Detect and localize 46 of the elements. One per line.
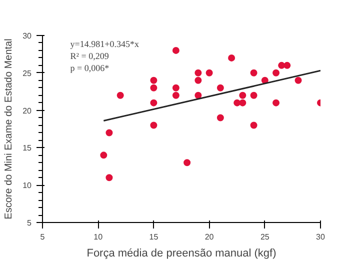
point	[194, 92, 202, 99]
y-tick-label: 25	[22, 68, 32, 78]
point	[278, 62, 286, 69]
point	[250, 69, 258, 76]
annotation: p = 0,006*	[70, 63, 110, 74]
point	[150, 84, 158, 92]
x-tick-label: 20	[204, 232, 214, 242]
point	[250, 122, 258, 129]
point	[216, 84, 224, 92]
point	[172, 92, 180, 99]
point	[272, 99, 280, 106]
point	[294, 76, 302, 84]
point	[216, 114, 224, 122]
point	[116, 92, 124, 99]
point	[172, 46, 180, 54]
x-tick-label: 10	[94, 232, 104, 242]
y-tick-label: 15	[22, 144, 32, 153]
point	[150, 99, 158, 106]
point	[100, 152, 108, 159]
point	[228, 54, 236, 62]
point	[239, 92, 246, 99]
y-tick-label: 20	[22, 106, 32, 116]
x-tick-label: 5	[40, 232, 46, 242]
point	[206, 69, 213, 76]
annotation: R² = 0,209	[70, 51, 110, 62]
x-tick-label: 30	[316, 232, 326, 242]
x-tick-label: 25	[260, 232, 270, 242]
point	[272, 69, 280, 76]
y-tick-label: 30	[22, 32, 32, 40]
y-axis-title: Escore do Mini Exame do Estado Mental	[4, 38, 15, 220]
point	[239, 99, 246, 106]
point	[250, 92, 258, 99]
point	[172, 84, 180, 92]
annotation: y=14.981+0.345*x	[70, 39, 140, 50]
point	[194, 76, 202, 84]
point	[284, 62, 291, 69]
point	[106, 174, 113, 182]
x-axis-title: Força média de preensão manual (kgf)	[86, 248, 276, 260]
point	[106, 129, 113, 136]
x-tick-label: 15	[149, 232, 159, 242]
y-tick-label: 10	[22, 181, 32, 190]
point	[150, 76, 158, 84]
point	[184, 159, 191, 166]
point	[150, 122, 158, 129]
point	[194, 69, 202, 76]
y-tick-label: 5	[27, 218, 32, 228]
